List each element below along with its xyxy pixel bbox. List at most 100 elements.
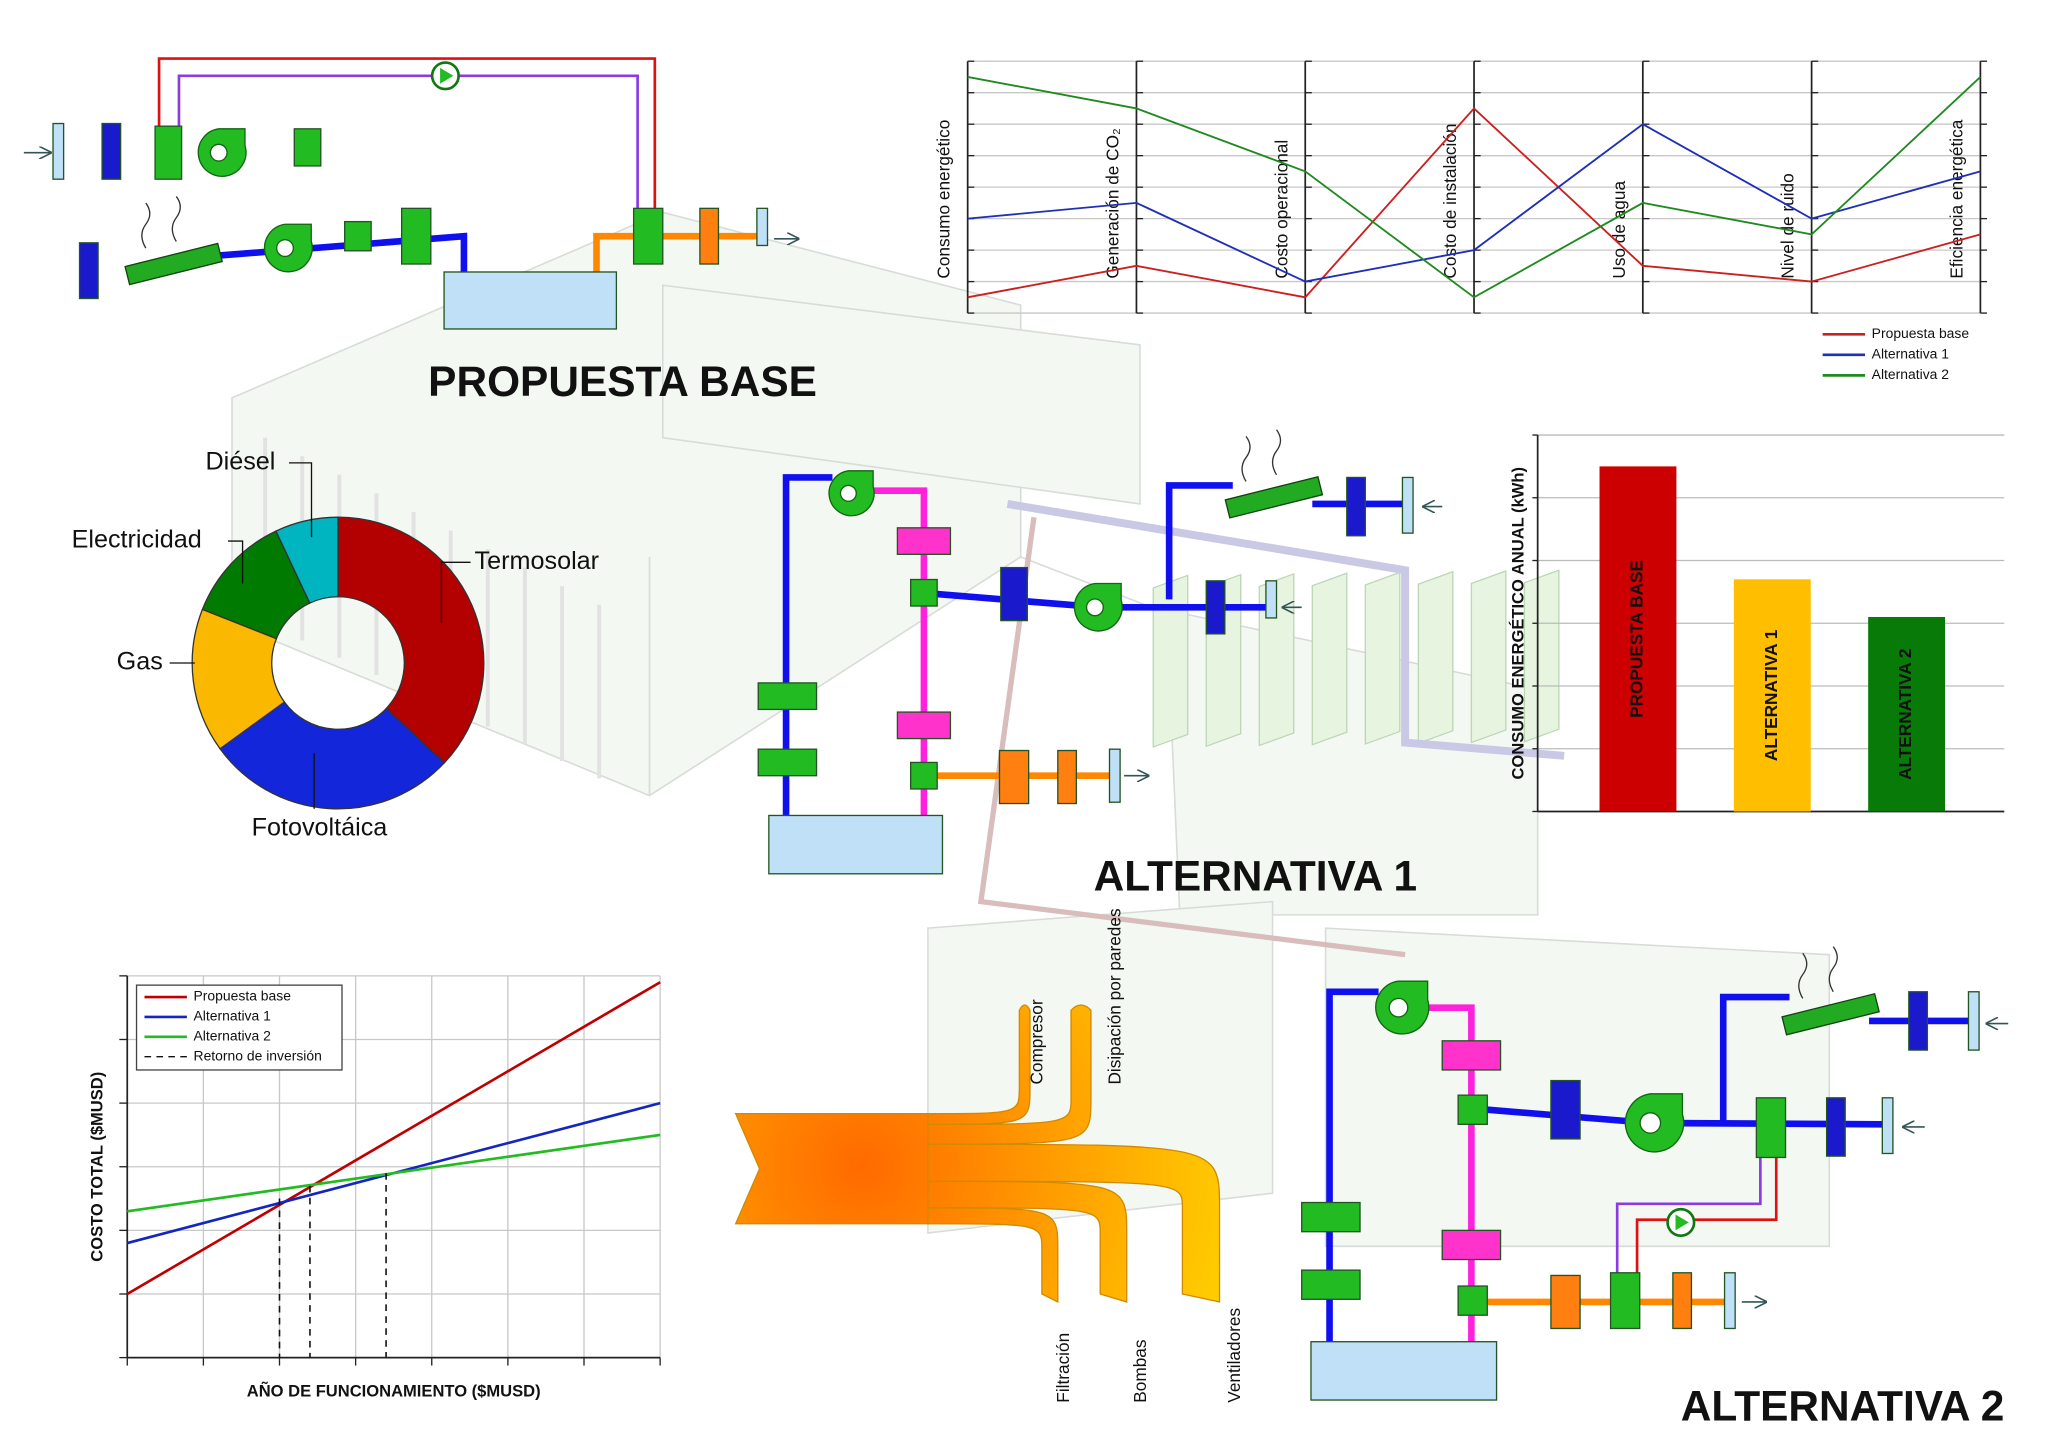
component [343, 220, 372, 252]
background-shape [661, 284, 1141, 505]
x-axis-label: AÑO DE FUNCIONAMIENTO ($MUSD) [247, 1380, 541, 1400]
sankey-source [734, 1113, 932, 1225]
fan-hub [1085, 598, 1104, 617]
fan-hub [839, 484, 857, 502]
duct [1006, 500, 1565, 760]
component [1609, 1272, 1641, 1330]
series-line [967, 123, 1981, 283]
component [768, 814, 944, 875]
steam [1798, 946, 1838, 999]
component [998, 749, 1030, 805]
axis-label: Consumo energético [934, 120, 954, 279]
sankey-label: Bombas [1130, 1340, 1150, 1403]
leader-line [288, 462, 313, 538]
sankey-flow [927, 1143, 1221, 1303]
component [154, 125, 183, 180]
legend-label: Propuesta base [1872, 325, 1970, 341]
collector [1523, 569, 1560, 743]
component [1723, 1272, 1736, 1330]
collector [1152, 574, 1189, 748]
section-title: PROPUESTA BASE [428, 358, 817, 405]
component [1265, 580, 1278, 619]
component [1346, 476, 1366, 537]
schematics [23, 57, 2009, 1401]
component [756, 207, 769, 247]
component [757, 682, 818, 711]
charts: Consumo energético Generación de CO₂ Costo… [72, 60, 2005, 1403]
axis-label: Uso de agua [1609, 181, 1629, 279]
component [1550, 1274, 1581, 1330]
sankey-label: Compresor [1026, 999, 1046, 1084]
y-axis-label: CONSUMO ENERGÉTICO ANUAL (kWh) [1508, 467, 1527, 780]
section-title: ALTERNATIVA 1 [1094, 852, 1418, 899]
axis-label: Generación de CO₂ [1102, 128, 1122, 278]
fan-hub [209, 143, 228, 162]
component [52, 122, 65, 180]
humidifier [1224, 475, 1324, 519]
legend-label: Alternativa 2 [1872, 366, 1950, 382]
bar [1868, 616, 1946, 812]
leader-line [440, 561, 471, 624]
pie-label: Electricidad [72, 526, 202, 554]
component [1672, 1272, 1693, 1330]
component [1550, 1079, 1581, 1140]
leader-line [227, 540, 244, 584]
bar [1733, 579, 1811, 812]
background-shape [231, 211, 1022, 797]
pipe [1635, 1124, 1778, 1287]
component [757, 748, 818, 777]
pipe [177, 74, 639, 213]
component [1457, 1285, 1488, 1316]
component [1301, 1201, 1361, 1233]
sankey-flow [927, 1004, 1031, 1125]
steam [1241, 429, 1282, 482]
pie-label: Fotovoltáica [252, 813, 388, 841]
component [1881, 1097, 1894, 1155]
component [896, 527, 952, 555]
axis-label: Nivel de ruido [1778, 173, 1798, 278]
component [1441, 1229, 1502, 1261]
component [1310, 1341, 1498, 1401]
bar-label: ALTERNATIVA 1 [1761, 629, 1781, 761]
sankey-label: Disipación por paredes [1105, 908, 1125, 1084]
legend-label: Alternativa 1 [1872, 346, 1950, 362]
component [699, 207, 720, 265]
component [896, 711, 952, 740]
pie-label: Termosolar [475, 547, 599, 575]
pipe [1165, 482, 1233, 600]
component [400, 207, 432, 265]
component [910, 761, 938, 790]
component [78, 242, 99, 300]
legend-label: Alternativa 2 [194, 1028, 272, 1044]
pie-label: Gas [117, 648, 163, 676]
component [1401, 476, 1414, 534]
component [1825, 1097, 1846, 1157]
fan-hub [275, 239, 295, 258]
pump-arrow [1675, 1214, 1689, 1231]
series-line [967, 76, 1982, 299]
pipe [1719, 993, 1790, 1125]
fan-hub [1639, 1112, 1662, 1134]
component [1908, 991, 1929, 1051]
legend-box [135, 984, 343, 1071]
bar-label: ALTERNATIVA 2 [1895, 649, 1915, 780]
axis-label: Eficiencia energética [1946, 119, 1966, 278]
component [1301, 1269, 1361, 1300]
sankey-label: Filtración [1053, 1333, 1073, 1403]
legend-label: Propuesta base [194, 988, 292, 1004]
series-line [127, 1133, 661, 1213]
series-line [126, 981, 661, 1296]
humidifier [1781, 992, 1880, 1036]
steam [141, 196, 181, 249]
component [101, 122, 122, 180]
legend-label: Alternativa 1 [194, 1008, 272, 1024]
axis-label: Costo de instalación [1440, 124, 1460, 279]
collector [1470, 570, 1507, 744]
legend-label: Retorno de inversión [194, 1047, 322, 1063]
pie-slice [191, 608, 286, 750]
bar-label: PROPUESTA BASE [1627, 560, 1647, 718]
component [1057, 749, 1078, 805]
pie-slice [337, 516, 485, 764]
